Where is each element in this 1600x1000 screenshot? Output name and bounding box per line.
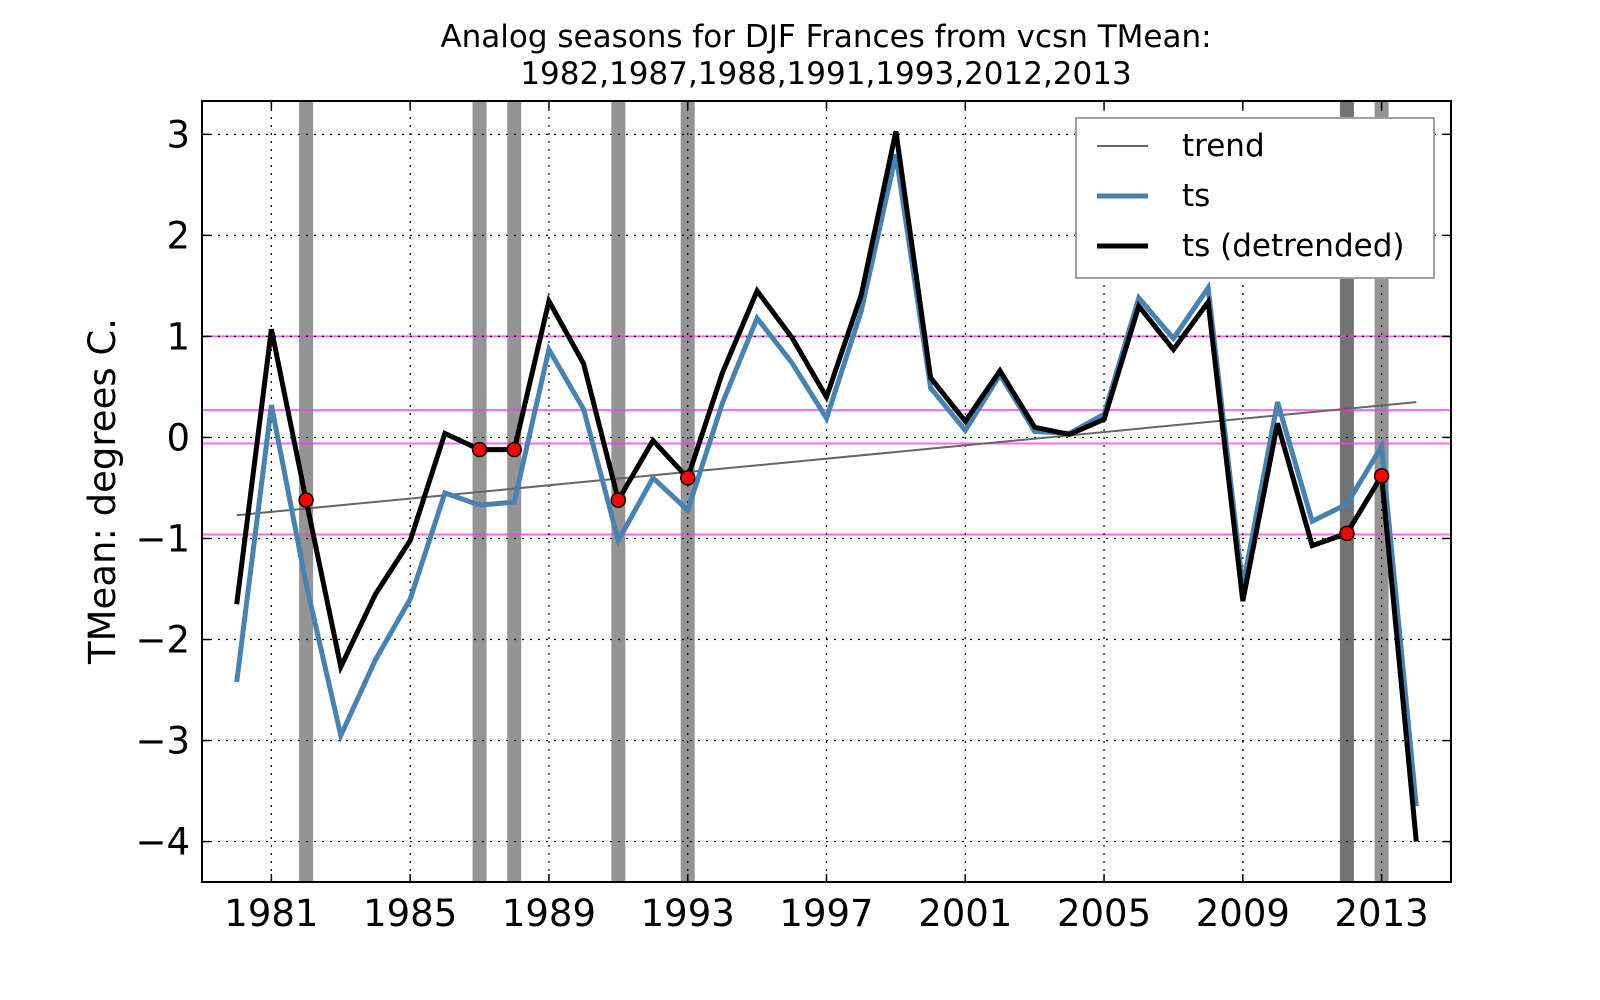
analog-marker-1987 (471, 441, 488, 458)
y-tick-label-7: −4 (135, 821, 190, 864)
x-tick-label-1997: 1997 (779, 892, 873, 935)
analog-marker-1982 (298, 492, 314, 508)
series-layer (234, 130, 1419, 842)
y-axis-label: TMean: degrees C. (81, 318, 124, 665)
y-tick-label-4: −1 (135, 517, 190, 560)
chart-title-line1: Analog seasons for DJF Frances from vcsn… (440, 19, 1211, 55)
x-axis: 1981 1985 1989 1993 1997 2001 2005 2009 2013 (224, 101, 1429, 935)
x-tick-label-1985: 1985 (363, 892, 457, 935)
legend-label-ts: ts (1182, 178, 1210, 214)
analog-marker-1988 (506, 441, 522, 458)
x-tick-label-1981: 1981 (224, 892, 318, 935)
y-tick-label-6: −3 (135, 720, 190, 763)
analog-band-2012 (1339, 101, 1354, 882)
legend-label-ts-detrended: ts (detrended) (1182, 228, 1404, 264)
y-tick-label-3: 0 (166, 416, 190, 459)
y-tick-label-2: 1 (166, 315, 190, 358)
x-tick-label-2013: 2013 (1335, 892, 1429, 935)
legend-label-trend: trend (1182, 128, 1265, 164)
chart-title-line2: 1982,1987,1988,1991,1993,2012,2013 (520, 56, 1131, 92)
analog-band-1993 (680, 101, 695, 882)
x-tick-label-1993: 1993 (641, 892, 735, 935)
analog-marker-2012 (1339, 525, 1355, 542)
analog-marker-2013 (1373, 468, 1390, 484)
series-line-2 (234, 130, 1419, 842)
y-tick-label-1: 2 (166, 214, 190, 257)
x-tick-label-2001: 2001 (918, 892, 1012, 935)
x-tick-label-1989: 1989 (502, 892, 596, 935)
x-tick-label-2005: 2005 (1057, 892, 1151, 935)
analog-marker-1993 (679, 470, 696, 486)
y-tick-label-5: −2 (135, 619, 190, 662)
x-tick-label-2009: 2009 (1196, 892, 1290, 935)
y-axis: 3 2 1 0 −1 −2 −3 −4 (135, 113, 1451, 864)
legend: trend ts ts (detrended) (1075, 117, 1435, 279)
y-tick-label-0: 3 (166, 113, 190, 156)
analog-markers (298, 441, 1390, 542)
analog-marker-1991 (610, 492, 627, 508)
